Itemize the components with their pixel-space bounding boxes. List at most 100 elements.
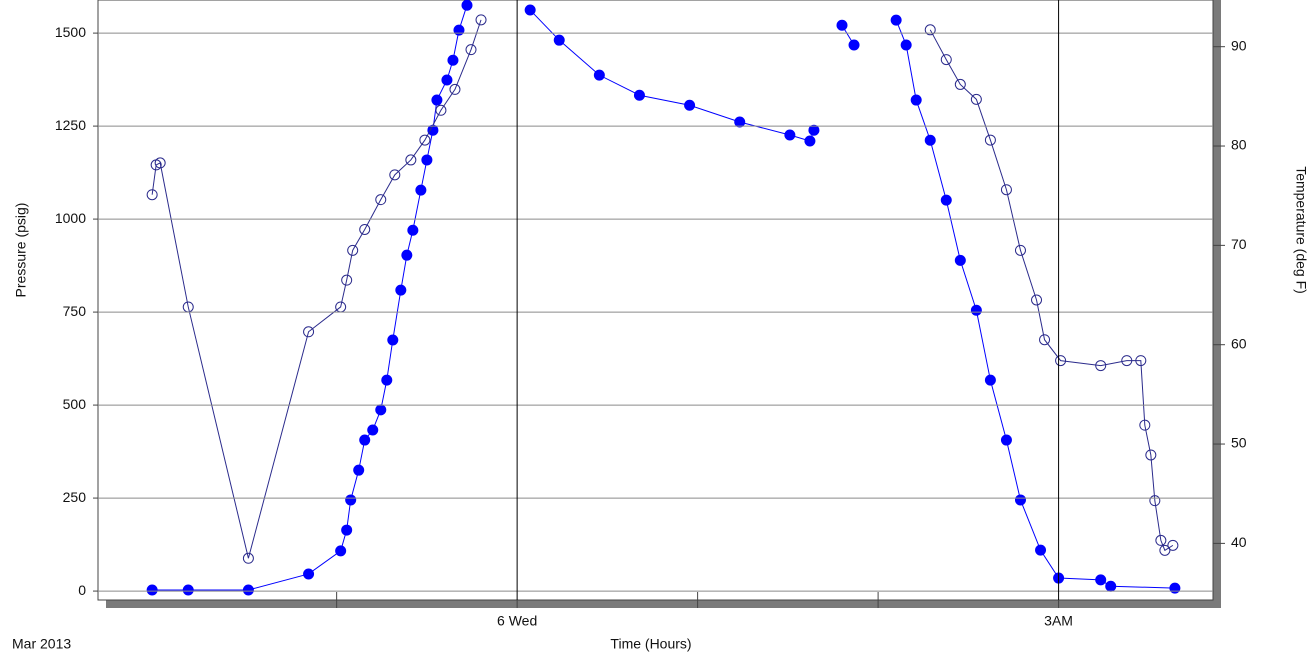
x-axis-label: Time (Hours)	[610, 636, 691, 652]
frame-shadow	[106, 600, 1221, 608]
data-point	[421, 154, 433, 166]
data-point	[1145, 449, 1157, 461]
data-point	[427, 124, 439, 136]
data-point	[405, 154, 417, 166]
data-point	[1105, 580, 1117, 592]
data-point	[954, 78, 966, 90]
data-point	[940, 54, 952, 66]
data-point	[1135, 355, 1147, 367]
data-point	[1031, 294, 1043, 306]
y-tick-label: 500	[63, 396, 87, 412]
data-point	[1095, 574, 1107, 586]
data-point	[836, 19, 848, 31]
data-point	[341, 524, 353, 536]
data-point	[1014, 244, 1026, 256]
date-label: Mar 2013	[12, 636, 71, 652]
data-point	[940, 194, 952, 206]
data-point	[1055, 355, 1067, 367]
y-tick-label: 1500	[55, 24, 86, 40]
data-point	[353, 464, 365, 476]
data-point	[381, 374, 393, 386]
y2-tick-label: 80	[1231, 137, 1247, 153]
y2-tick-label: 90	[1231, 37, 1247, 53]
y-tick-label: 1000	[55, 210, 86, 226]
data-point	[984, 134, 996, 146]
data-point	[1095, 360, 1107, 372]
data-point	[461, 0, 473, 11]
y2-tick-label: 70	[1231, 236, 1247, 252]
data-point	[419, 134, 431, 146]
data-point	[970, 304, 982, 316]
y2-tick-label: 40	[1231, 534, 1247, 550]
data-point	[441, 74, 453, 86]
data-point	[1159, 544, 1171, 556]
data-point	[1000, 184, 1012, 196]
y2-axis-label: Temperature (deg F)	[1293, 166, 1309, 294]
data-point	[345, 494, 357, 506]
series-line	[151, 19, 1174, 559]
data-point	[146, 189, 158, 201]
data-point	[347, 244, 359, 256]
data-point	[784, 129, 796, 141]
data-point	[1121, 355, 1133, 367]
data-point	[359, 223, 371, 235]
data-point	[375, 404, 387, 416]
data-point	[335, 545, 347, 557]
data-point	[395, 284, 407, 296]
data-point	[242, 584, 254, 596]
data-point	[954, 254, 966, 266]
data-point	[1155, 534, 1167, 546]
y2-tick-label: 50	[1231, 435, 1247, 451]
data-point	[1169, 582, 1181, 594]
data-point	[389, 169, 401, 181]
x-tick-label: 3AM	[1044, 613, 1073, 629]
data-point	[900, 39, 912, 51]
data-point	[449, 83, 461, 95]
data-point	[633, 89, 645, 101]
plot-area	[146, 0, 1181, 596]
frame-shadow	[1213, 0, 1221, 608]
data-point	[924, 24, 936, 36]
data-point	[447, 54, 459, 66]
data-point	[848, 39, 860, 51]
data-point	[242, 552, 254, 564]
data-point	[303, 326, 315, 338]
data-point	[1139, 419, 1151, 431]
data-point	[475, 14, 487, 26]
data-point	[435, 104, 447, 116]
y-tick-label: 0	[78, 582, 86, 598]
data-point	[359, 434, 371, 446]
data-point	[910, 94, 922, 106]
data-point	[970, 93, 982, 105]
data-point	[734, 116, 746, 128]
data-point	[924, 134, 936, 146]
data-point	[303, 568, 315, 580]
data-point	[341, 274, 353, 286]
data-point	[1035, 544, 1047, 556]
data-point	[593, 69, 605, 81]
data-point	[401, 249, 413, 261]
data-point	[415, 184, 427, 196]
data-point	[1014, 494, 1026, 506]
data-point	[367, 424, 379, 436]
data-point	[890, 14, 902, 26]
y2-tick-label: 60	[1231, 335, 1247, 351]
data-point	[684, 99, 696, 111]
x-tick-label: 6 Wed	[497, 613, 537, 629]
y-axis-label: Pressure (psig)	[13, 203, 29, 298]
y-tick-label: 250	[63, 489, 87, 505]
data-point	[1039, 334, 1051, 346]
y-tick-label: 750	[63, 303, 87, 319]
data-point	[804, 135, 816, 147]
data-point	[453, 24, 465, 36]
data-point	[553, 34, 565, 46]
data-point	[1149, 495, 1161, 507]
data-point	[1167, 539, 1179, 551]
data-point	[465, 44, 477, 56]
data-point	[154, 157, 166, 169]
data-point	[1000, 434, 1012, 446]
data-point	[431, 94, 443, 106]
y-tick-label: 1250	[55, 117, 86, 133]
data-point	[375, 194, 387, 206]
